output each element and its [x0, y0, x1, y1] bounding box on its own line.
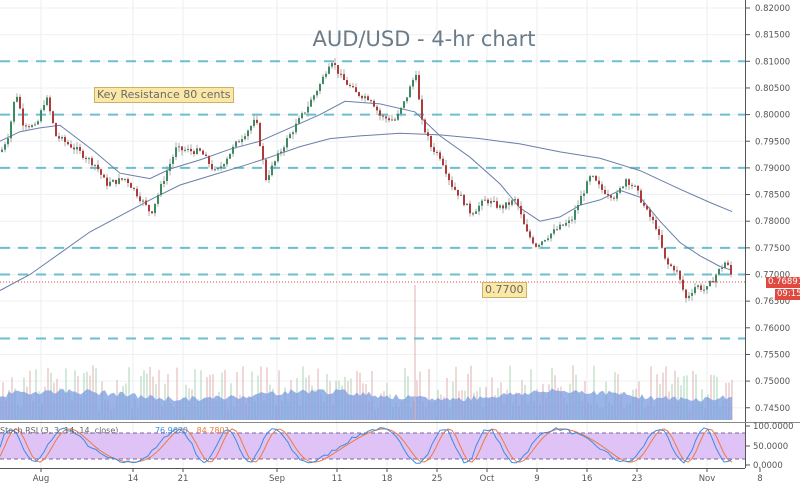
indicator-name: Stoch RSI (3, 3, 14, 14, close) — [0, 426, 119, 435]
indicator-k-value: 76.9620 — [154, 426, 189, 435]
price-tick-label: 0.75000 — [755, 377, 790, 387]
indicator-tick-label: 100.0000 — [753, 422, 794, 432]
bar-countdown-tag: 09:15 — [775, 289, 800, 300]
price-tick-label: 0.77500 — [755, 244, 790, 254]
time-tick-label: Nov — [699, 474, 716, 484]
indicator-d-value: 84.7801 — [196, 426, 230, 435]
indicator-axis[interactable]: 100.0000 50.0000 0.0000 — [745, 422, 794, 471]
price-tick-label: 0.81000 — [755, 57, 790, 67]
price-tick-label: 0.79000 — [755, 164, 790, 174]
time-tick-label: 21 — [178, 474, 189, 484]
price-tick-label: 0.74500 — [755, 404, 790, 414]
price-axis[interactable]: 0.82000 0.81500 0.81000 0.80500 0.80000 0.795… — [745, 4, 790, 414]
volume-pane — [0, 285, 733, 420]
time-tick-label: 11 — [332, 474, 343, 484]
price-tick-label: 0.81500 — [755, 31, 790, 41]
time-tick-label: 23 — [632, 474, 643, 484]
price-tick-label: 0.80500 — [755, 84, 790, 94]
time-tick-label: Oct — [480, 474, 495, 484]
stoch-k-line — [0, 427, 733, 464]
time-tick-label: Sep — [269, 474, 285, 484]
price-tick-label: 0.79500 — [755, 137, 790, 147]
horizontal-grid — [0, 7, 745, 409]
key-resistance-annotation[interactable]: Key Resistance 80 cents — [94, 87, 234, 103]
price-tick-label: 0.78000 — [755, 217, 790, 227]
time-tick-label: 16 — [582, 474, 593, 484]
horizontal-levels[interactable] — [0, 60, 745, 340]
price-tick-label: 0.76000 — [755, 324, 790, 334]
time-tick-label: 9 — [534, 474, 539, 484]
moving-average-long[interactable] — [0, 132, 733, 291]
price-tick-label: 0.78500 — [755, 191, 790, 201]
stoch-d-line — [0, 428, 733, 463]
time-tick-label: 25 — [432, 474, 443, 484]
chart-title: AUD/USD - 4-hr chart — [313, 27, 536, 51]
time-tick-label: Aug — [33, 474, 50, 484]
price-tick-label: 0.75500 — [755, 350, 790, 360]
time-tick-label: 14 — [128, 474, 139, 484]
price-tick-label: 0.77000 — [755, 271, 790, 281]
price-tick-label: 0.76500 — [755, 297, 790, 307]
vertical-grid — [40, 0, 708, 468]
support-annotation[interactable]: 0.7700 — [482, 282, 527, 298]
price-tick-label: 0.82000 — [755, 4, 790, 14]
candles — [1, 58, 732, 303]
stoch-band — [0, 433, 745, 459]
time-tick-label: 8 — [757, 474, 762, 484]
price-tick-label: 0.80000 — [755, 111, 790, 121]
current-price-tag: 0.76891 — [766, 277, 800, 288]
time-axis[interactable]: Aug 14 21 Sep 11 18 25 Oct 9 16 23 Nov 8 — [33, 468, 763, 484]
indicator-legend[interactable]: Stoch RSI (3, 3, 14, 14, close) 76.9620 … — [0, 426, 230, 436]
indicator-tick-label: 50.0000 — [753, 442, 788, 452]
indicator-tick-label: 0.0000 — [753, 461, 783, 471]
time-tick-label: 18 — [382, 474, 393, 484]
